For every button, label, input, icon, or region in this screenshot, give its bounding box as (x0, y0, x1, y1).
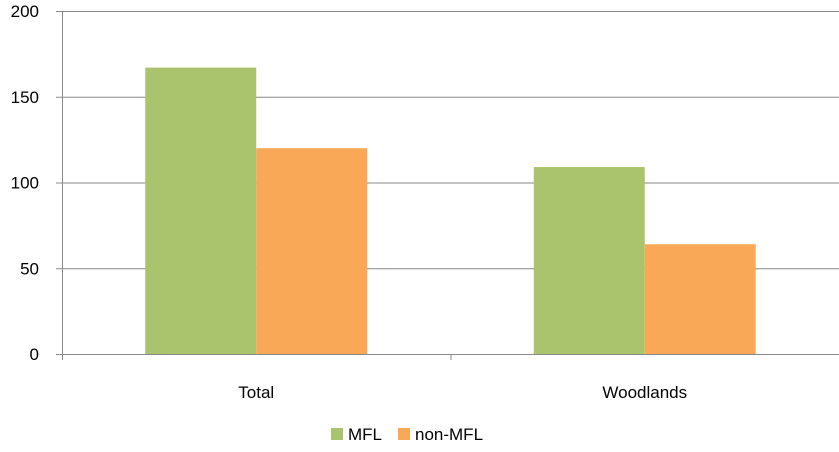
axes (56, 11, 839, 360)
bars (145, 67, 756, 354)
bar-mfl-total (145, 67, 257, 354)
legend-swatch-mfl (331, 428, 343, 440)
x-category-label: Woodlands (602, 383, 687, 402)
y-tick-label: 150 (11, 88, 39, 107)
bar-non-mfl-total (256, 148, 368, 354)
legend-label-mfl: MFL (348, 425, 382, 444)
y-tick-labels: 0 50 100 150 200 (11, 2, 39, 364)
legend-swatch-non-mfl (398, 428, 410, 440)
y-tick-label: 0 (30, 345, 39, 364)
bar-non-mfl-woodlands (644, 244, 756, 354)
y-tick-label: 200 (11, 2, 39, 21)
x-category-label: Total (238, 383, 274, 402)
legend-label-non-mfl: non-MFL (415, 425, 483, 444)
legend: MFL non-MFL (331, 425, 483, 444)
y-tick-label: 50 (20, 259, 39, 278)
x-category-labels: Total Woodlands (238, 383, 687, 402)
y-tick-label: 100 (11, 174, 39, 193)
bar-mfl-woodlands (533, 167, 645, 354)
